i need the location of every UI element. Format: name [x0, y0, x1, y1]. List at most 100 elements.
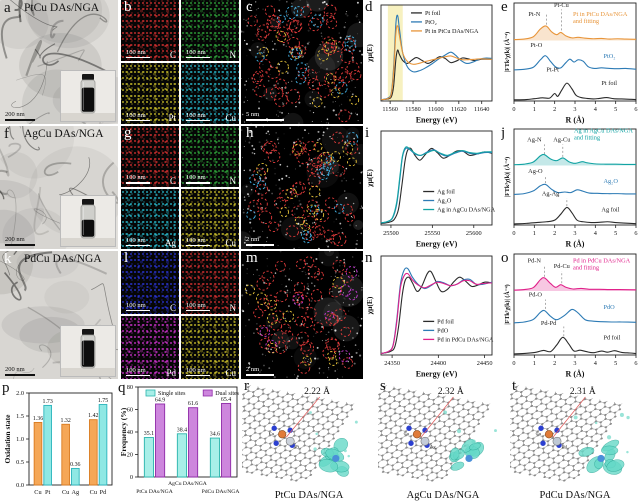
haadf-speckle [261, 96, 263, 98]
haadf-speckle [268, 189, 270, 192]
haadf-speckle [248, 3, 250, 5]
carbon-atom [248, 422, 252, 425]
haadf-blotch [336, 192, 359, 215]
haadf-speckle [361, 286, 363, 289]
carbon-atom [257, 395, 260, 398]
haadf-speckle [287, 12, 289, 13]
atom-site-circle [303, 256, 315, 267]
carbon-atom [435, 460, 438, 462]
haadf-speckle [327, 343, 329, 345]
atom-site-circle [313, 270, 324, 281]
carbon-atom [418, 408, 421, 411]
carbon-atom [552, 469, 556, 472]
haadf-speckle [245, 260, 247, 262]
series-line [513, 82, 637, 101]
panel-letter-e: e [501, 0, 508, 15]
atom-site-circle [311, 164, 323, 178]
carbon-atom [443, 437, 447, 440]
carbon-atom [284, 469, 288, 472]
series-fill [514, 25, 636, 41]
carbon-atom [613, 403, 616, 406]
carbon-atom [510, 453, 511, 456]
carbon-atom [585, 430, 588, 433]
annotation: Pd-N [528, 258, 542, 265]
haadf-image [241, 0, 363, 124]
haadf-speckle [302, 137, 304, 139]
haadf-speckle [268, 367, 271, 369]
haadf-speckle [296, 283, 299, 286]
carbon-atom [301, 395, 304, 398]
carbon-atom [414, 440, 418, 443]
atom-site-circle [342, 357, 354, 369]
carbon-atom [448, 442, 452, 445]
haadf-speckle [272, 48, 274, 51]
carbon-atom [467, 413, 470, 416]
haadf-speckle [310, 300, 313, 302]
atom-site-circle [272, 310, 284, 321]
atom-site-circle [324, 310, 335, 320]
haadf-speckle [358, 21, 361, 24]
haadf-speckle [342, 264, 344, 266]
carbon-atom [443, 433, 447, 436]
carbon-atom [477, 418, 480, 421]
carbon-atom [295, 390, 299, 393]
carbon-atom [472, 426, 476, 429]
carbon-atom [557, 474, 561, 477]
carbon-atom [577, 469, 580, 472]
carbon-atom [388, 403, 392, 406]
carbon-atom [340, 398, 343, 401]
carbon-atom [418, 424, 422, 427]
haadf-speckle [273, 333, 276, 335]
haadf-speckle [258, 28, 260, 30]
carbon-atom [385, 451, 389, 454]
carbon-atom [410, 447, 413, 450]
carbon-atom [580, 438, 584, 441]
haadf-speckle [249, 138, 251, 140]
carbon-atom [570, 420, 573, 423]
atom-site-circle [289, 45, 303, 58]
carbon-atom [307, 437, 311, 440]
haadf-speckle [245, 240, 247, 242]
atom-site-circle [313, 322, 324, 333]
carbon-atom [410, 459, 414, 462]
nitrogen-atom [540, 440, 546, 446]
haadf-speckle [326, 127, 329, 130]
carbon-atom [249, 435, 252, 437]
haadf-speckle [311, 282, 313, 284]
carbon-atom [298, 439, 301, 442]
carbon-atom [285, 473, 288, 476]
x-category-label: Ag [71, 489, 80, 496]
legend-swatch [145, 389, 156, 397]
carbon-atom [604, 430, 608, 433]
haadf-speckle [343, 177, 345, 180]
carbon-atom [271, 398, 275, 401]
haadf-speckle [266, 265, 268, 267]
carbon-atom [510, 393, 513, 396]
carbon-atom [254, 444, 257, 447]
haadf-speckle [271, 159, 274, 162]
x-tick-label: 1 [533, 230, 536, 237]
panel-letter-d: d [365, 0, 373, 15]
haadf-speckle [282, 43, 285, 46]
haadf-speckle [257, 236, 260, 239]
haadf-speckle [287, 348, 289, 349]
haadf-speckle [291, 280, 292, 282]
tem-wrinkle [49, 19, 64, 39]
carbon-atom [452, 418, 456, 421]
annotation: Ag-N [527, 137, 542, 144]
carbon-atom [330, 396, 333, 399]
atom-site-circle [296, 45, 307, 56]
haadf-speckle [298, 337, 301, 340]
haadf-speckle [332, 92, 334, 94]
atom-site-circle [323, 72, 335, 85]
haadf-blotch [280, 216, 305, 241]
nitrogen-atom [273, 440, 279, 446]
carbon-atom [243, 421, 247, 424]
x-category-label: Cu [34, 489, 42, 496]
nitrogen-atom [406, 425, 412, 431]
carbon-atom [299, 472, 303, 475]
carbon-atom [287, 413, 290, 416]
carbon-atom [402, 385, 405, 388]
haadf-blotch [249, 42, 266, 59]
haadf-speckle [331, 158, 334, 161]
